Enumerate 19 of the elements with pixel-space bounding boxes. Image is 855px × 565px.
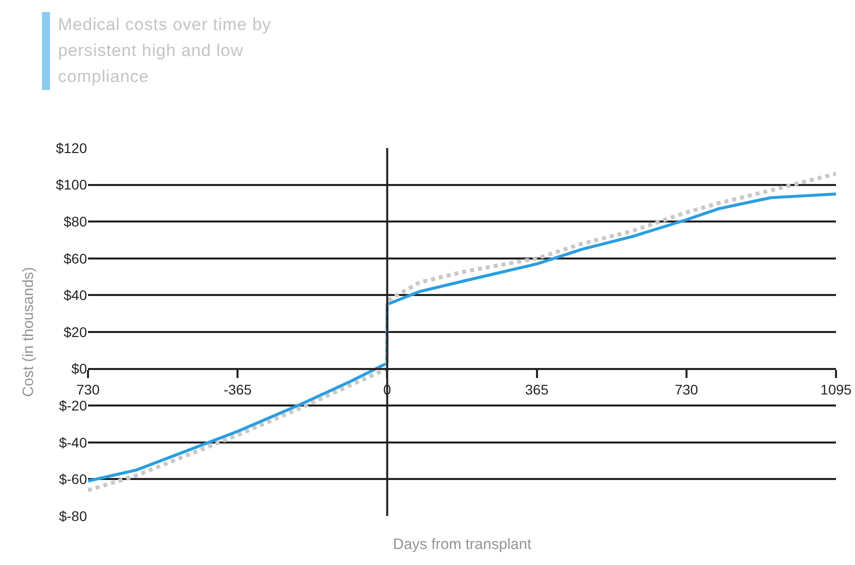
y-tick-label: $-20: [58, 398, 88, 414]
x-tick-label: 730: [76, 382, 100, 398]
y-tick-label: $-60: [58, 471, 88, 488]
x-tick-label: 730: [674, 382, 698, 398]
y-axis-title: Cost (in thousands): [20, 266, 38, 398]
x-tick-label: 1095: [820, 382, 852, 398]
y-tick-label: $40: [64, 287, 88, 304]
y-tick-label: $120: [56, 140, 88, 156]
chart-title: Medical costs over time by persistent high and low compliance: [42, 12, 308, 90]
y-tick-label: $-40: [58, 434, 88, 450]
x-axis-title: Days from transplant: [393, 536, 532, 553]
y-tick-label: $100: [56, 176, 88, 193]
x-tick-label: -365: [224, 382, 252, 398]
y-tick-label: $20: [64, 324, 88, 340]
y-tick-label: $60: [64, 250, 88, 266]
y-tick-label: $80: [64, 214, 88, 230]
x-tick-label: 365: [525, 382, 549, 398]
y-tick-label: $0: [71, 360, 88, 377]
y-tick-label: $-80: [58, 508, 88, 524]
